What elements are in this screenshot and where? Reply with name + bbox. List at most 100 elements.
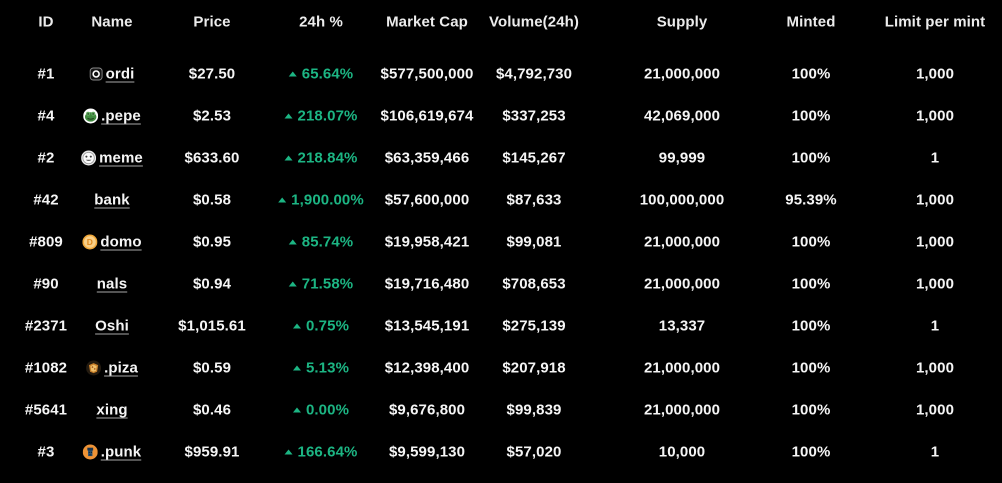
- volume-24h-cell: $99,839: [506, 401, 562, 419]
- meme-face-icon: [81, 150, 97, 166]
- up-arrow-icon: [292, 323, 301, 329]
- token-name: Oshi: [95, 317, 129, 335]
- column-header-name: Name: [91, 13, 133, 31]
- token-link-piza[interactable]: .piza: [86, 360, 138, 377]
- change-24h-value: 218.84%: [297, 149, 358, 167]
- token-name: domo: [100, 233, 142, 251]
- price-cell: $0.94: [192, 275, 232, 293]
- name-cell: .piza: [86, 360, 138, 377]
- svg-text:D: D: [87, 237, 93, 247]
- table-row: #1 ordi $27.50 65.64% $577,500,000 $4,792,730…: [0, 53, 1002, 95]
- change-24h-cell: 218.07%: [284, 108, 358, 125]
- table-header-row: ID Name Price 24h % Market Cap Volume(24h) Sup…: [0, 0, 1002, 44]
- volume-24h-cell: $145,267: [502, 149, 566, 167]
- minted-cell: 100%: [791, 233, 831, 251]
- volume-24h-cell: $337,253: [502, 107, 566, 125]
- price-cell: $0.95: [192, 233, 232, 251]
- id-cell: #90: [33, 275, 59, 293]
- market-cap-cell: $57,600,000: [384, 191, 470, 209]
- market-cap-cell: $577,500,000: [380, 65, 474, 83]
- token-link-pepe[interactable]: .pepe: [83, 108, 141, 125]
- limit-per-mint-cell: 1,000: [915, 233, 955, 251]
- volume-24h-cell: $708,653: [502, 275, 566, 293]
- name-cell: bank: [94, 192, 129, 209]
- market-cap-cell: $19,716,480: [384, 275, 470, 293]
- supply-cell: 21,000,000: [643, 359, 721, 377]
- change-24h-cell: 218.84%: [284, 149, 358, 167]
- minted-cell: 100%: [791, 275, 831, 293]
- ordi-logo-icon: [89, 67, 103, 81]
- token-link-meme[interactable]: meme: [81, 150, 143, 167]
- column-header-minted: Minted: [786, 13, 836, 31]
- minted-cell: 95.39%: [785, 191, 837, 209]
- token-name: .piza: [104, 359, 138, 377]
- change-24h-cell: 85.74%: [288, 233, 354, 251]
- table-row: #42 bank $0.58 1,900.00% $57,600,000 $87,633 1…: [0, 179, 1002, 221]
- change-24h-cell: 0.00%: [292, 401, 350, 419]
- volume-24h-cell: $207,918: [502, 359, 566, 377]
- up-arrow-icon: [288, 281, 297, 287]
- id-cell: #3: [37, 443, 55, 461]
- change-24h-cell: 65.64%: [288, 66, 353, 83]
- name-cell: nals: [97, 276, 127, 293]
- limit-per-mint-cell: 1: [930, 443, 940, 461]
- market-cap-cell: $9,599,130: [388, 443, 466, 461]
- minted-cell: 100%: [791, 443, 831, 461]
- price-cell: $27.50: [188, 65, 236, 83]
- minted-cell: 100%: [791, 107, 831, 125]
- name-cell: meme: [81, 150, 143, 167]
- supply-cell: 42,069,000: [643, 107, 721, 125]
- volume-24h-cell: $99,081: [506, 233, 562, 251]
- name-cell: Oshi: [95, 318, 129, 335]
- supply-cell: 21,000,000: [643, 401, 721, 419]
- table-body: #1 ordi $27.50 65.64% $577,500,000 $4,792,730…: [0, 53, 1002, 473]
- name-cell: .pepe: [83, 108, 141, 125]
- limit-per-mint-cell: 1,000: [915, 359, 955, 377]
- column-header-id: ID: [38, 13, 54, 31]
- market-cap-cell: $63,359,466: [384, 149, 470, 167]
- supply-cell: 21,000,000: [643, 275, 721, 293]
- market-cap-cell: $12,398,400: [384, 359, 470, 377]
- token-link-ordi[interactable]: ordi: [89, 65, 135, 83]
- minted-cell: 100%: [791, 149, 831, 167]
- pepe-frog-icon: [83, 108, 99, 124]
- up-arrow-icon: [288, 71, 297, 77]
- price-cell: $1,015.61: [178, 317, 246, 335]
- id-cell: #809: [29, 233, 63, 251]
- token-link-bank[interactable]: bank: [94, 192, 129, 209]
- price-cell: $0.46: [192, 401, 232, 419]
- token-link-nals[interactable]: nals: [97, 276, 127, 293]
- column-header-market_cap: Market Cap: [386, 13, 468, 31]
- table-row: #5641 xing $0.46 0.00% $9,676,800 $99,839 21,0…: [0, 389, 1002, 431]
- minted-cell: 100%: [791, 401, 831, 419]
- table-row: #4 .pepe $2.53 218.07% $106,619,674 $337,253 4…: [0, 95, 1002, 137]
- supply-cell: 21,000,000: [643, 65, 721, 83]
- change-24h-value: 0.00%: [305, 401, 350, 419]
- limit-per-mint-cell: 1,000: [915, 65, 955, 83]
- limit-per-mint-cell: 1,000: [915, 107, 955, 125]
- price-cell: $0.58: [192, 191, 232, 209]
- change-24h-cell: 1,900.00%: [278, 192, 364, 209]
- supply-cell: 100,000,000: [639, 191, 725, 209]
- token-name: nals: [96, 275, 128, 293]
- supply-cell: 13,337: [658, 317, 706, 335]
- token-name: ordi: [105, 65, 135, 83]
- table-row: #2371 Oshi $1,015.61 0.75% $13,545,191 $275,1…: [0, 305, 1002, 347]
- id-cell: #2: [37, 149, 55, 167]
- id-cell: #5641: [24, 401, 68, 419]
- volume-24h-cell: $275,139: [502, 317, 566, 335]
- token-name: .punk: [100, 443, 142, 461]
- minted-cell: 100%: [791, 317, 831, 335]
- market-cap-cell: $19,958,421: [384, 233, 470, 251]
- token-link-punk[interactable]: .punk: [82, 443, 142, 461]
- token-link-Oshi[interactable]: Oshi: [95, 318, 129, 335]
- change-24h-value: 85.74%: [301, 233, 354, 251]
- up-arrow-icon: [284, 155, 293, 161]
- change-24h-value: 0.75%: [305, 317, 350, 335]
- id-cell: #1082: [24, 359, 68, 377]
- token-link-xing[interactable]: xing: [96, 402, 127, 419]
- piza-shield-icon: [86, 360, 102, 376]
- change-24h-value: 1,900.00%: [291, 191, 364, 209]
